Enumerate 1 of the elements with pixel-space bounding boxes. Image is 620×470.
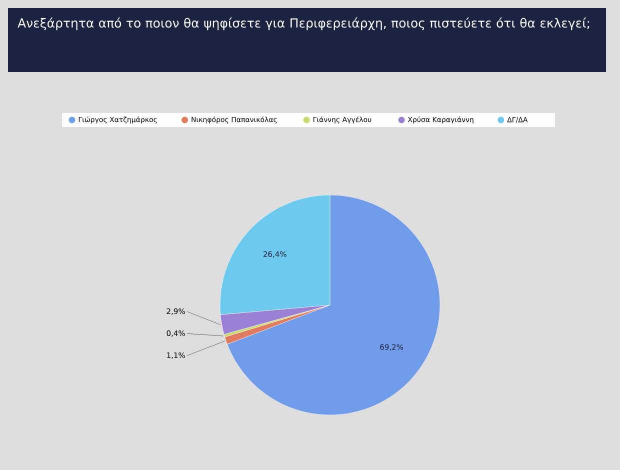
chart-title: Ανεξάρτητα από το ποιον θα ψηφίσετε για Περιφερειάρχη, ποιος πιστεύετε ότι θα εκλεγεί;: [18, 18, 590, 30]
